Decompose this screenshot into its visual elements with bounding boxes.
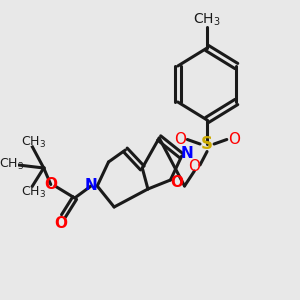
Text: CH$_3$: CH$_3$ (193, 11, 221, 28)
Text: CH$_3$: CH$_3$ (21, 184, 46, 200)
Text: S: S (201, 135, 213, 153)
Text: O: O (174, 132, 186, 147)
Text: O: O (170, 175, 183, 190)
Text: N: N (180, 146, 193, 161)
Text: O: O (54, 216, 67, 231)
Text: CH$_3$: CH$_3$ (0, 157, 24, 172)
Text: O: O (44, 177, 57, 192)
Text: CH$_3$: CH$_3$ (21, 135, 46, 150)
Text: O: O (188, 159, 200, 174)
Text: O: O (228, 132, 240, 147)
Text: N: N (85, 178, 98, 193)
